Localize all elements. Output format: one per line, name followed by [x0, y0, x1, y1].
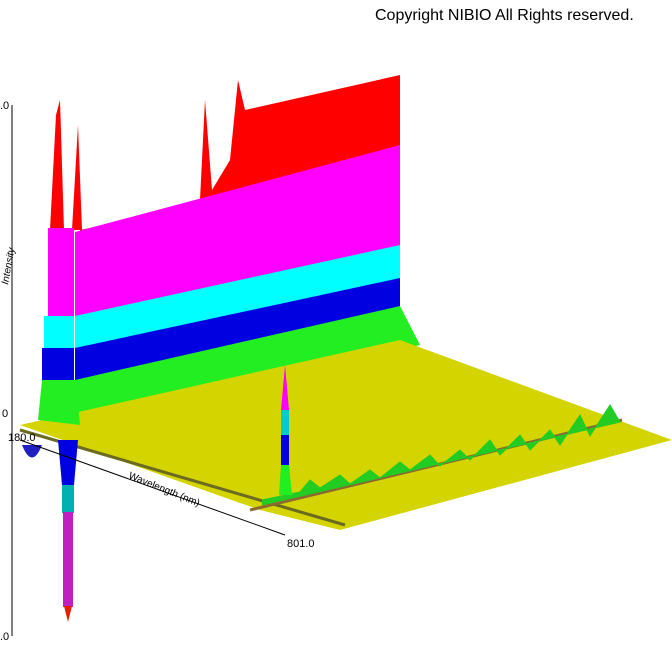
mid-peak-magenta: [281, 365, 289, 410]
noise-peaks: [261, 404, 621, 506]
band-blue: [75, 278, 400, 382]
band-magenta: [75, 145, 400, 318]
peak-left-blue: [42, 348, 74, 382]
z-axis-label: Intensity: [0, 246, 17, 286]
z-top-label: .0: [0, 100, 9, 112]
neg-peak-cyan: [62, 485, 74, 513]
neg-dip: [22, 445, 42, 458]
peak-left-cyan: [44, 316, 74, 350]
peak-left-red: [50, 100, 64, 230]
peak-left-magenta: [48, 228, 74, 318]
mid-peak-blue: [281, 435, 289, 465]
peak-left-red: [72, 125, 82, 230]
x-axis: [19, 439, 286, 536]
copyright: Copyright NIBIO All Rights reserved.: [375, 7, 634, 24]
x-start-label: 180.0: [8, 432, 36, 444]
neg-peak-magenta: [63, 512, 73, 607]
band-cyan: [75, 245, 400, 350]
neg-peak-blue: [58, 440, 78, 485]
peak-left-green: [38, 380, 80, 425]
x-end-label: 801.0: [287, 538, 315, 550]
z-bottom-label: .0: [0, 631, 9, 643]
mid-peak-green: [279, 465, 292, 495]
mid-peak-cyan: [281, 410, 289, 435]
floor: [20, 340, 672, 530]
neg-peak-red: [64, 606, 72, 622]
band-red: [80, 75, 400, 232]
z-zero-label: 0: [2, 408, 8, 420]
